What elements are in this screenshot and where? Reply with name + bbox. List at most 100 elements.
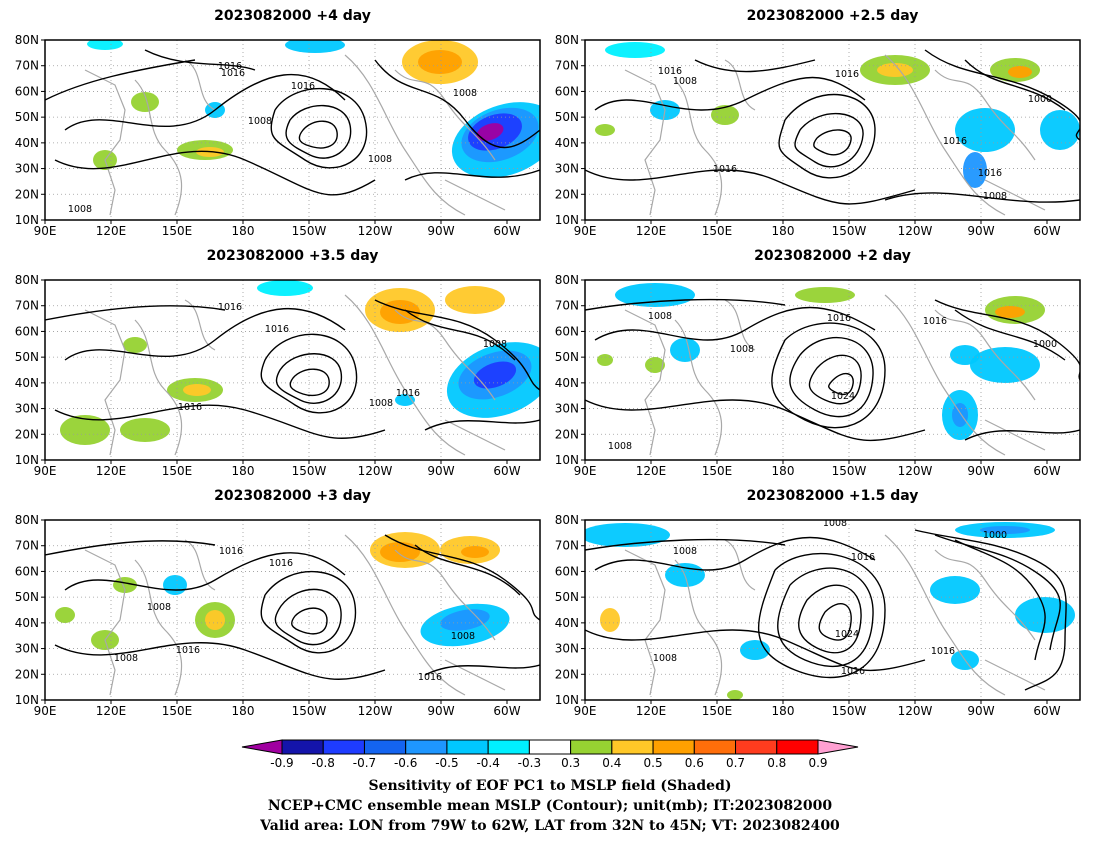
lon-tick-label: 120E <box>636 704 667 718</box>
contour-label: 1016 <box>418 672 442 683</box>
contour-labels: 1016 1016 1008 1016 1008 1016 1008 <box>114 546 475 683</box>
lat-tick-label: 80N <box>15 273 39 287</box>
colorbar-swatch <box>322 739 365 755</box>
colorbar-label: -0.7 <box>353 756 376 770</box>
lat-tick-label: 60N <box>15 84 39 98</box>
contour-label: 1008 <box>368 154 392 165</box>
contour-label: 1016 <box>923 316 947 327</box>
lat-tick-label: 50N <box>555 110 579 124</box>
colorbar-label: 0.3 <box>561 756 580 770</box>
lon-tick-label: 90E <box>34 224 57 238</box>
lat-tick-label: 40N <box>555 616 579 630</box>
lat-tick-label: 30N <box>15 642 39 656</box>
lon-tick-label: 180 <box>232 704 255 718</box>
lon-tick-label: 120E <box>636 224 667 238</box>
lon-tick-label: 150E <box>702 464 733 478</box>
panel-frame <box>44 39 541 221</box>
lat-tick-label: 70N <box>15 539 39 553</box>
contour-label: 1016 <box>713 164 737 175</box>
lat-tick-label: 10N <box>15 693 39 707</box>
lat-tick-label: 60N <box>555 324 579 338</box>
colorbar-swatch <box>652 739 695 755</box>
lon-tick-label: 150E <box>162 704 193 718</box>
contour-label: 1008 <box>983 191 1007 202</box>
contour-label: 1008 <box>68 204 92 215</box>
lat-tick-label: 80N <box>555 33 579 47</box>
panel-frame <box>584 519 1081 701</box>
footer-line-2: NCEP+CMC ensemble mean MSLP (Contour); u… <box>268 798 832 814</box>
contour-label: 1016 <box>943 136 967 147</box>
colorbar-label: 0.7 <box>726 756 745 770</box>
contour-label: 1016 <box>178 402 202 413</box>
panel-title: 2023082000 +3.5 day <box>207 248 379 264</box>
lat-tick-label: 60N <box>555 564 579 578</box>
lon-tick-label: 90E <box>574 224 597 238</box>
contour-label: 1008 <box>673 546 697 557</box>
lat-tick-label: 80N <box>555 513 579 527</box>
footer-line-3: Valid area: LON from 79W to 62W, LAT fro… <box>259 818 840 834</box>
colorbar-label: -0.8 <box>312 756 335 770</box>
contour-label: 1016 <box>835 69 859 80</box>
lon-tick-label: 60W <box>1033 704 1060 718</box>
colorbar: -0.9 -0.8 -0.7 -0.6 -0.5 -0.4 -0.3 0.3 0.4 0.5 0.6… <box>241 739 859 770</box>
lat-tick-label: 30N <box>15 162 39 176</box>
contour-label: 1016 <box>176 645 200 656</box>
contour-label: 1016 <box>221 68 245 79</box>
colorbar-swatch <box>487 739 530 755</box>
colorbar-swatch <box>570 739 613 755</box>
lon-tick-label: 90W <box>967 464 994 478</box>
lon-tick-label: 120W <box>358 224 393 238</box>
lat-tick-label: 40N <box>555 136 579 150</box>
colorbar-label: 0.6 <box>685 756 704 770</box>
colorbar-swatch <box>693 739 737 755</box>
lat-tick-label: 30N <box>555 402 579 416</box>
contour-label: 1016 <box>218 302 242 313</box>
lon-tick-label: 150E <box>702 224 733 238</box>
lat-tick-label: 10N <box>555 693 579 707</box>
contour-labels: 1008 1008 1016 1016 1000 1024 1008 <box>608 311 1057 452</box>
lon-tick-label: 90W <box>967 224 994 238</box>
contour-label: 1008 <box>483 339 507 350</box>
lon-tick-label: 120W <box>898 704 933 718</box>
map-panel: 2023082000 +3 day10161016100810161008101… <box>15 488 541 718</box>
lat-tick-label: 70N <box>15 59 39 73</box>
lat-tick-label: 10N <box>555 453 579 467</box>
colorbar-low-arrow <box>241 739 283 755</box>
colorbar-high-arrow <box>817 739 859 755</box>
lat-tick-label: 20N <box>555 187 579 201</box>
coastlines <box>84 54 506 216</box>
contour-label: 1008 <box>730 344 754 355</box>
lat-tick-label: 30N <box>15 402 39 416</box>
contour-label: 1016 <box>218 61 242 72</box>
lat-tick-label: 20N <box>555 427 579 441</box>
lon-tick-label: 90W <box>427 464 454 478</box>
lat-tick-label: 30N <box>555 162 579 176</box>
contour-label: 1008 <box>248 116 272 127</box>
colorbar-swatch <box>405 739 448 755</box>
map-panel: 2023082000 +2 day 1008 1008 1016 1016 1000 102… <box>555 248 1081 478</box>
colorbar-label: 0.5 <box>644 756 663 770</box>
lat-tick-label: 40N <box>15 136 39 150</box>
colorbar-label: 0.9 <box>808 756 827 770</box>
panel-title: 2023082000 +3 day <box>214 488 371 504</box>
contour-label: 1016 <box>219 546 243 557</box>
coastlines <box>84 534 506 696</box>
mslp-contours <box>585 298 1080 442</box>
lon-tick-label: 120E <box>96 464 127 478</box>
lon-tick-label: 90E <box>574 704 597 718</box>
colorbar-label: -0.5 <box>435 756 458 770</box>
contour-label: 1016 <box>269 558 293 569</box>
colorbar-swatch <box>611 739 654 755</box>
lat-tick-label: 20N <box>15 187 39 201</box>
lat-tick-label: 50N <box>555 350 579 364</box>
lon-tick-label: 60W <box>493 704 520 718</box>
contour-label: 1000 <box>1028 94 1052 105</box>
mslp-contours <box>585 529 1067 691</box>
lon-tick-label: 90E <box>34 704 57 718</box>
lat-tick-label: 70N <box>555 299 579 313</box>
contour-label: 1016 <box>396 388 420 399</box>
lon-tick-label: 150E <box>702 704 733 718</box>
